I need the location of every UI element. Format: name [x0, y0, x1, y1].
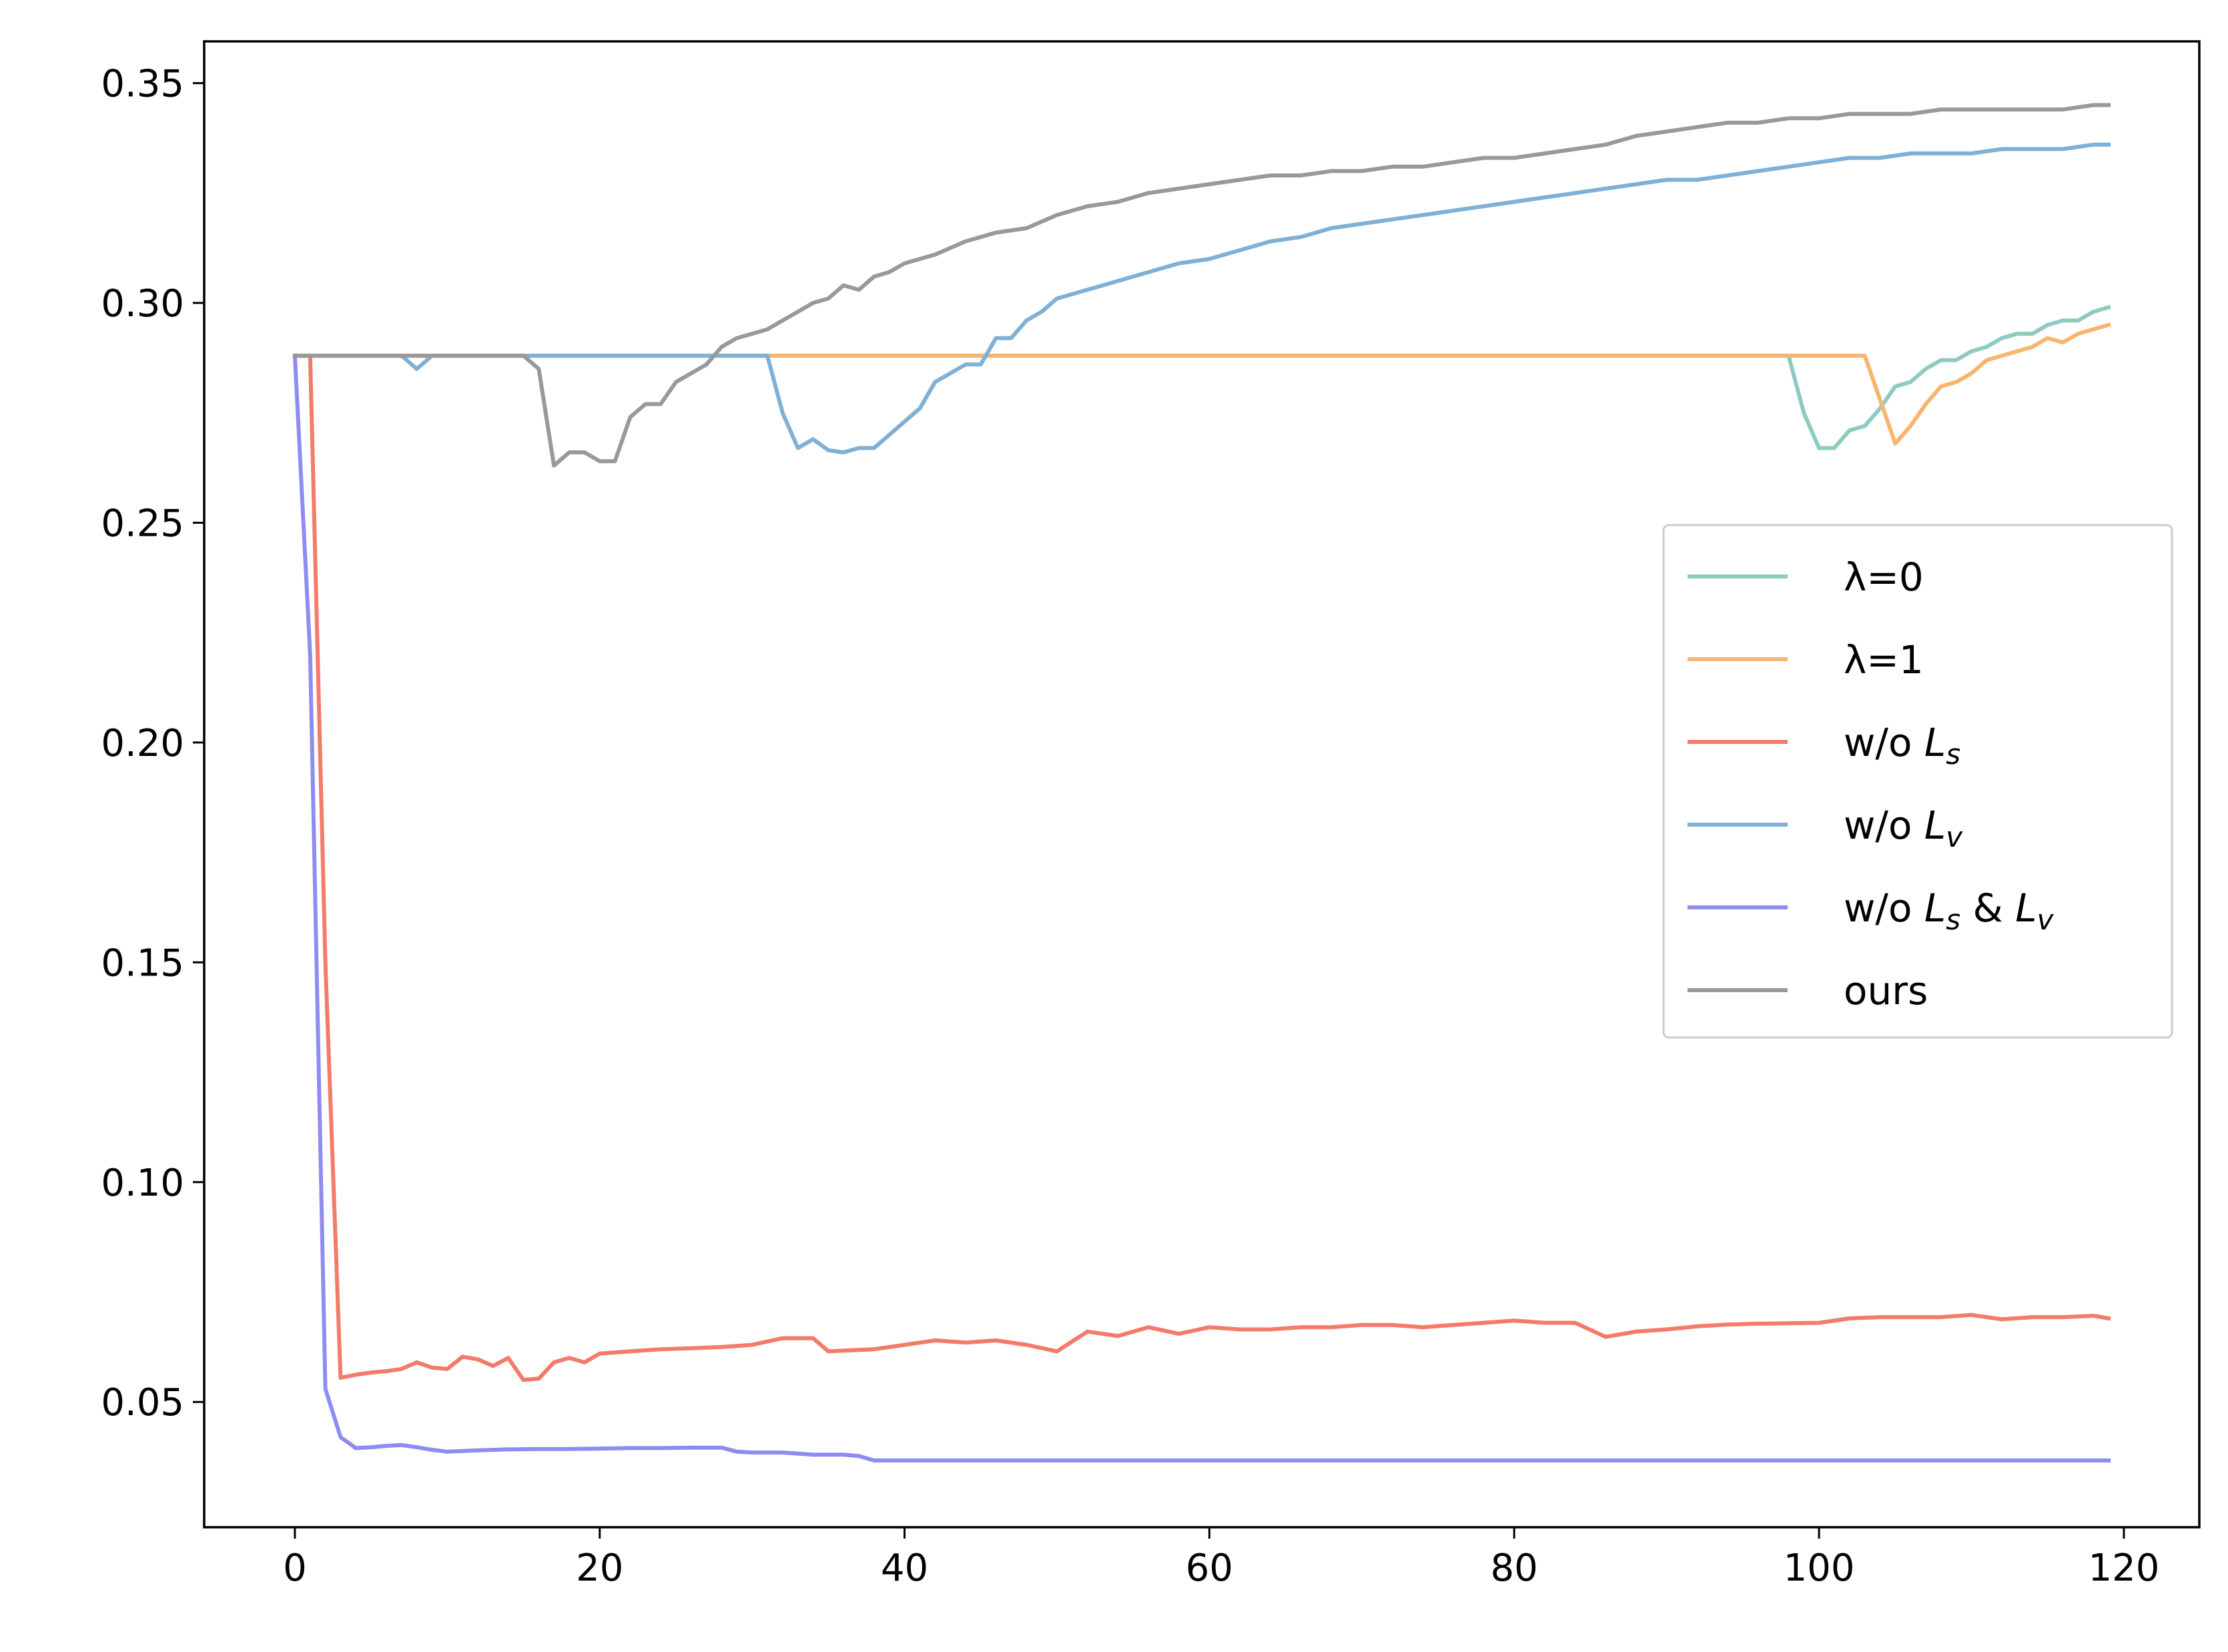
legend: λ=0 λ=1 w/o Ls w/o Lv w/o Ls & Lv ours: [1662, 524, 2173, 1039]
legend-label-1: λ=1: [1844, 637, 1924, 683]
series-line-1: [292, 322, 2111, 446]
y-tick-label: 0.25: [101, 502, 184, 545]
series-layer: [292, 103, 2111, 1463]
legend-label-4: w/o Ls & Lv: [1844, 885, 2055, 936]
y-tick-label: 0.15: [101, 941, 184, 985]
x-tick-label: 60: [1186, 1547, 1233, 1590]
x-tick-label: 0: [283, 1547, 307, 1590]
series-line-0: [292, 304, 2111, 450]
plot-frame: [203, 40, 2201, 1529]
y-axis: 0.05 0.10 0.15 0.20 0.25 0.30 0.35: [101, 63, 204, 1424]
legend-box: [1662, 524, 2173, 1039]
x-tick-label: 20: [576, 1547, 623, 1590]
x-tick-label: 100: [1784, 1547, 1855, 1590]
legend-label-5: ours: [1844, 968, 1928, 1013]
series-line-5: [292, 103, 2111, 468]
x-axis: 0 20 40 60 80 100 120: [283, 1527, 2159, 1590]
x-tick-label: 40: [881, 1547, 928, 1590]
legend-label-3: w/o Lv: [1844, 803, 1963, 853]
x-tick-label: 80: [1491, 1547, 1538, 1590]
y-tick-label: 0.10: [101, 1162, 184, 1205]
x-tick-label: 120: [2088, 1547, 2159, 1590]
y-tick-label: 0.20: [101, 722, 184, 765]
legend-label-2: w/o Ls: [1844, 720, 1960, 771]
y-tick-label: 0.35: [101, 63, 184, 106]
y-tick-label: 0.05: [101, 1381, 184, 1424]
legend-label-0: λ=0: [1844, 554, 1924, 600]
y-tick-label: 0.30: [101, 282, 184, 326]
series-line-2: [292, 354, 2111, 1382]
series-line-3: [292, 142, 2111, 454]
series-line-4: [292, 353, 2111, 1463]
